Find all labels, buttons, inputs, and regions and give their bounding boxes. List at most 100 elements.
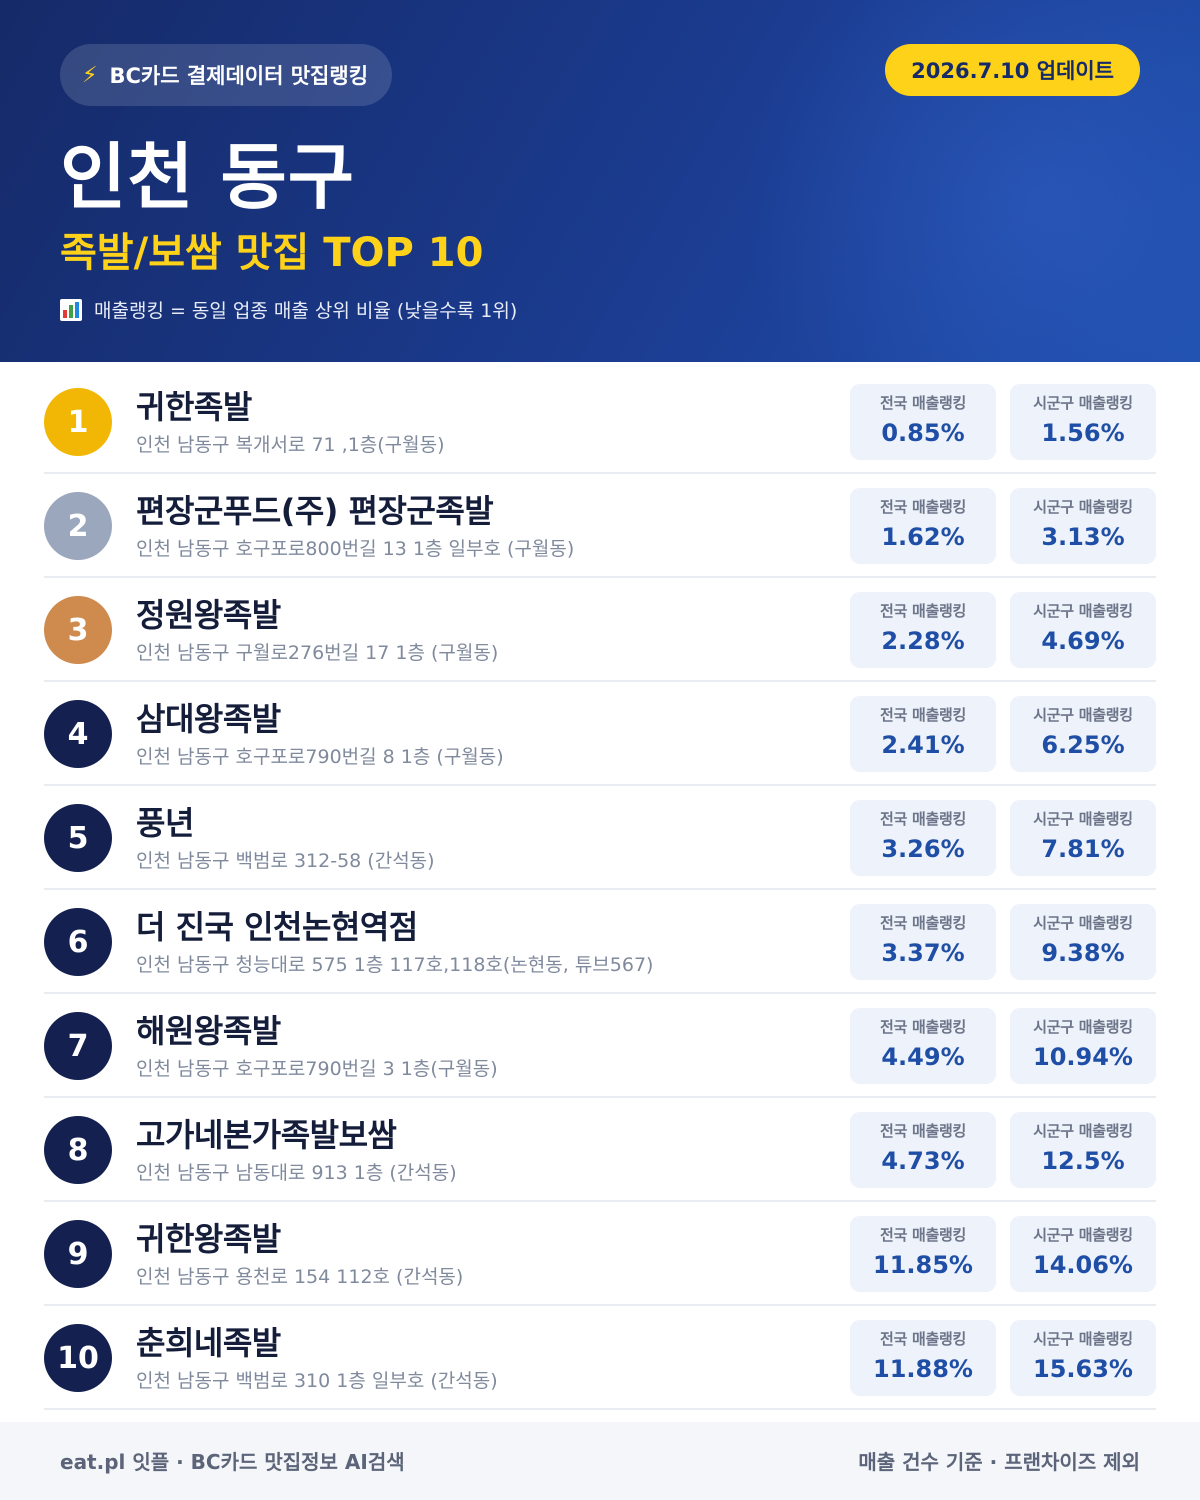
rank-badge: 7 xyxy=(44,1012,112,1080)
restaurant-address: 인천 남동구 백범로 310 1층 일부호 (간석동) xyxy=(136,1370,498,1392)
local-rank-card: 시군구 매출랭킹 3.13% xyxy=(1010,488,1156,564)
restaurant-address: 인천 남동구 호구포로790번길 8 1층 (구월동) xyxy=(136,746,504,768)
local-rank-card: 시군구 매출랭킹 7.81% xyxy=(1010,800,1156,876)
national-rank-label: 전국 매출랭킹 xyxy=(880,1018,966,1036)
local-rank-value: 15.63% xyxy=(1033,1355,1133,1383)
local-rank-value: 9.38% xyxy=(1041,939,1125,967)
national-rank-value: 11.85% xyxy=(873,1251,973,1279)
national-rank-label: 전국 매출랭킹 xyxy=(880,1330,966,1348)
local-rank-value: 7.81% xyxy=(1041,835,1125,863)
restaurant-row[interactable]: 7 해원왕족발 인천 남동구 호구포로790번길 3 1층(구월동) 전국 매출랭킹 4… xyxy=(44,994,1156,1098)
restaurant-name: 편장군푸드(주) 편장군족발 xyxy=(136,492,494,530)
brand-label: BC카드 결제데이터 맛집랭킹 xyxy=(109,64,369,88)
restaurant-name: 고가네본가족발보쌈 xyxy=(136,1116,397,1154)
national-rank-value: 3.37% xyxy=(881,939,965,967)
restaurant-address: 인천 남동구 백범로 312-58 (간석동) xyxy=(136,850,435,872)
footer-source: eat.pl 잇플 · BC카드 맛집정보 AI검색 xyxy=(60,1450,405,1474)
footer: eat.pl 잇플 · BC카드 맛집정보 AI검색 매출 건수 기준 · 프랜… xyxy=(0,1422,1200,1500)
page-title: 인천 동구 xyxy=(60,135,356,219)
national-rank-label: 전국 매출랭킹 xyxy=(880,706,966,724)
rank-badge: 5 xyxy=(44,804,112,872)
update-date-badge: 2026.7.10 업데이트 xyxy=(885,44,1140,96)
local-rank-value: 4.69% xyxy=(1041,627,1125,655)
restaurant-name: 해원왕족발 xyxy=(136,1012,281,1050)
local-rank-value: 1.56% xyxy=(1041,419,1125,447)
local-rank-value: 14.06% xyxy=(1033,1251,1133,1279)
local-rank-card: 시군구 매출랭킹 4.69% xyxy=(1010,592,1156,668)
local-rank-value: 3.13% xyxy=(1041,523,1125,551)
national-rank-value: 3.26% xyxy=(881,835,965,863)
restaurant-name: 귀한족발 xyxy=(136,388,252,426)
national-rank-label: 전국 매출랭킹 xyxy=(880,1226,966,1244)
restaurant-row[interactable]: 10 춘희네족발 인천 남동구 백범로 310 1층 일부호 (간석동) 전국 매출랭… xyxy=(44,1306,1156,1410)
local-rank-card: 시군구 매출랭킹 9.38% xyxy=(1010,904,1156,980)
rank-badge: 8 xyxy=(44,1116,112,1184)
local-rank-value: 6.25% xyxy=(1041,731,1125,759)
local-rank-label: 시군구 매출랭킹 xyxy=(1033,914,1133,932)
rank-badge: 2 xyxy=(44,492,112,560)
restaurant-address: 인천 남동구 구월로276번길 17 1층 (구월동) xyxy=(136,642,499,664)
restaurant-address: 인천 남동구 남동대로 913 1층 (간석동) xyxy=(136,1162,457,1184)
rank-badge: 9 xyxy=(44,1220,112,1288)
local-rank-card: 시군구 매출랭킹 12.5% xyxy=(1010,1112,1156,1188)
national-rank-value: 2.41% xyxy=(881,731,965,759)
footer-note: 매출 건수 기준 · 프랜차이즈 제외 xyxy=(858,1450,1140,1474)
restaurant-name: 정원왕족발 xyxy=(136,596,281,634)
restaurant-row[interactable]: 9 귀한왕족발 인천 남동구 용천로 154 112호 (간석동) 전국 매출랭킹 11… xyxy=(44,1202,1156,1306)
lightning-bolt-icon: ⚡ xyxy=(82,62,98,88)
local-rank-card: 시군구 매출랭킹 15.63% xyxy=(1010,1320,1156,1396)
national-rank-card: 전국 매출랭킹 1.62% xyxy=(850,488,996,564)
national-rank-value: 1.62% xyxy=(881,523,965,551)
rank-badge: 6 xyxy=(44,908,112,976)
ranking-legend: 매출랭킹 = 동일 업종 매출 상위 비율 (낮을수록 1위) xyxy=(60,296,517,323)
restaurant-address: 인천 남동구 복개서로 71 ,1층(구월동) xyxy=(136,434,445,456)
local-rank-label: 시군구 매출랭킹 xyxy=(1033,1122,1133,1140)
national-rank-card: 전국 매출랭킹 11.88% xyxy=(850,1320,996,1396)
national-rank-value: 4.73% xyxy=(881,1147,965,1175)
national-rank-label: 전국 매출랭킹 xyxy=(880,1122,966,1140)
page-subtitle: 족발/보쌈 맛집 TOP 10 xyxy=(60,230,484,276)
local-rank-label: 시군구 매출랭킹 xyxy=(1033,1330,1133,1348)
national-rank-card: 전국 매출랭킹 11.85% xyxy=(850,1216,996,1292)
restaurant-row[interactable]: 3 정원왕족발 인천 남동구 구월로276번길 17 1층 (구월동) 전국 매출랭킹… xyxy=(44,578,1156,682)
local-rank-label: 시군구 매출랭킹 xyxy=(1033,498,1133,516)
local-rank-value: 10.94% xyxy=(1033,1043,1133,1071)
restaurant-address: 인천 남동구 호구포로800번길 13 1층 일부호 (구월동) xyxy=(136,538,575,560)
national-rank-label: 전국 매출랭킹 xyxy=(880,810,966,828)
header-banner: ⚡ BC카드 결제데이터 맛집랭킹 2026.7.10 업데이트 인천 동구 족… xyxy=(0,0,1200,362)
rank-badge: 4 xyxy=(44,700,112,768)
national-rank-label: 전국 매출랭킹 xyxy=(880,914,966,932)
bar-chart-icon xyxy=(60,298,82,321)
national-rank-value: 2.28% xyxy=(881,627,965,655)
national-rank-card: 전국 매출랭킹 3.37% xyxy=(850,904,996,980)
local-rank-card: 시군구 매출랭킹 1.56% xyxy=(1010,384,1156,460)
local-rank-label: 시군구 매출랭킹 xyxy=(1033,394,1133,412)
national-rank-card: 전국 매출랭킹 4.49% xyxy=(850,1008,996,1084)
local-rank-value: 12.5% xyxy=(1041,1147,1125,1175)
national-rank-value: 4.49% xyxy=(881,1043,965,1071)
restaurant-name: 더 진국 인천논현역점 xyxy=(136,908,418,946)
national-rank-card: 전국 매출랭킹 0.85% xyxy=(850,384,996,460)
legend-text: 매출랭킹 = 동일 업종 매출 상위 비율 (낮을수록 1위) xyxy=(94,300,518,322)
national-rank-card: 전국 매출랭킹 2.41% xyxy=(850,696,996,772)
national-rank-card: 전국 매출랭킹 4.73% xyxy=(850,1112,996,1188)
local-rank-label: 시군구 매출랭킹 xyxy=(1033,706,1133,724)
national-rank-label: 전국 매출랭킹 xyxy=(880,602,966,620)
national-rank-card: 전국 매출랭킹 2.28% xyxy=(850,592,996,668)
restaurant-name: 춘희네족발 xyxy=(136,1324,281,1362)
restaurant-name: 삼대왕족발 xyxy=(136,700,281,738)
local-rank-card: 시군구 매출랭킹 10.94% xyxy=(1010,1008,1156,1084)
local-rank-card: 시군구 매출랭킹 14.06% xyxy=(1010,1216,1156,1292)
restaurant-name: 풍년 xyxy=(136,804,194,842)
national-rank-label: 전국 매출랭킹 xyxy=(880,394,966,412)
local-rank-label: 시군구 매출랭킹 xyxy=(1033,810,1133,828)
rank-badge: 1 xyxy=(44,388,112,456)
restaurant-address: 인천 남동구 청능대로 575 1층 117호,118호(논현동, 튜브567) xyxy=(136,954,654,976)
national-rank-value: 0.85% xyxy=(881,419,965,447)
